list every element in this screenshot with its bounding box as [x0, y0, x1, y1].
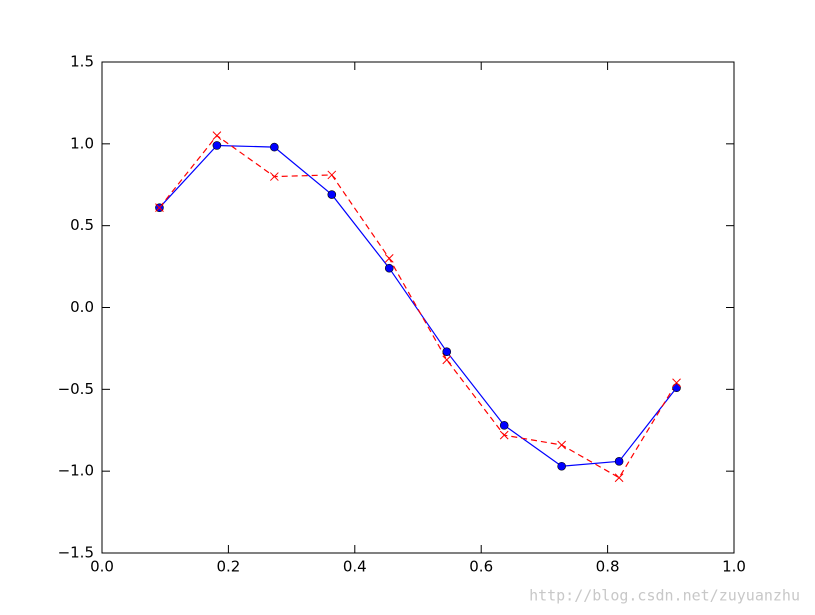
point-marker	[327, 170, 337, 180]
y-tick-label: −0.5	[58, 380, 94, 398]
plot-area	[101, 61, 735, 554]
point-marker	[384, 263, 394, 273]
point-marker	[269, 172, 279, 181]
point-marker	[442, 355, 452, 365]
point-marker	[212, 131, 222, 141]
point-marker	[155, 203, 164, 213]
watermark: http://blog.csdn.net/zuyuanzhu	[529, 587, 800, 605]
x-tick-label: 0.0	[90, 558, 114, 576]
y-tick-label: 1.0	[70, 134, 94, 152]
point-marker	[384, 254, 394, 263]
x-tick-label: 1.0	[722, 558, 746, 576]
x-tick-label: 0.8	[596, 558, 620, 576]
point-marker	[614, 457, 624, 466]
point-marker	[557, 440, 567, 450]
point-marker	[557, 461, 566, 471]
point-marker	[442, 347, 452, 356]
point-marker	[499, 421, 509, 430]
y-tick-label: −1.5	[58, 544, 94, 562]
y-tick-label: 0.5	[70, 216, 94, 234]
y-tick-label: 1.5	[70, 53, 94, 71]
y-tick-label: 0.0	[70, 298, 94, 316]
series-line	[158, 134, 678, 479]
point-marker	[614, 473, 624, 483]
x-tick-label: 0.6	[469, 558, 493, 576]
point-marker	[327, 190, 337, 199]
x-tick-label: 0.4	[343, 558, 367, 576]
x-tick-label: 0.2	[216, 558, 240, 576]
y-tick-label: −1.0	[58, 462, 94, 480]
point-marker	[672, 383, 681, 392]
point-marker	[499, 430, 509, 440]
point-marker	[212, 141, 222, 150]
point-marker	[672, 378, 681, 388]
point-marker	[270, 142, 279, 152]
